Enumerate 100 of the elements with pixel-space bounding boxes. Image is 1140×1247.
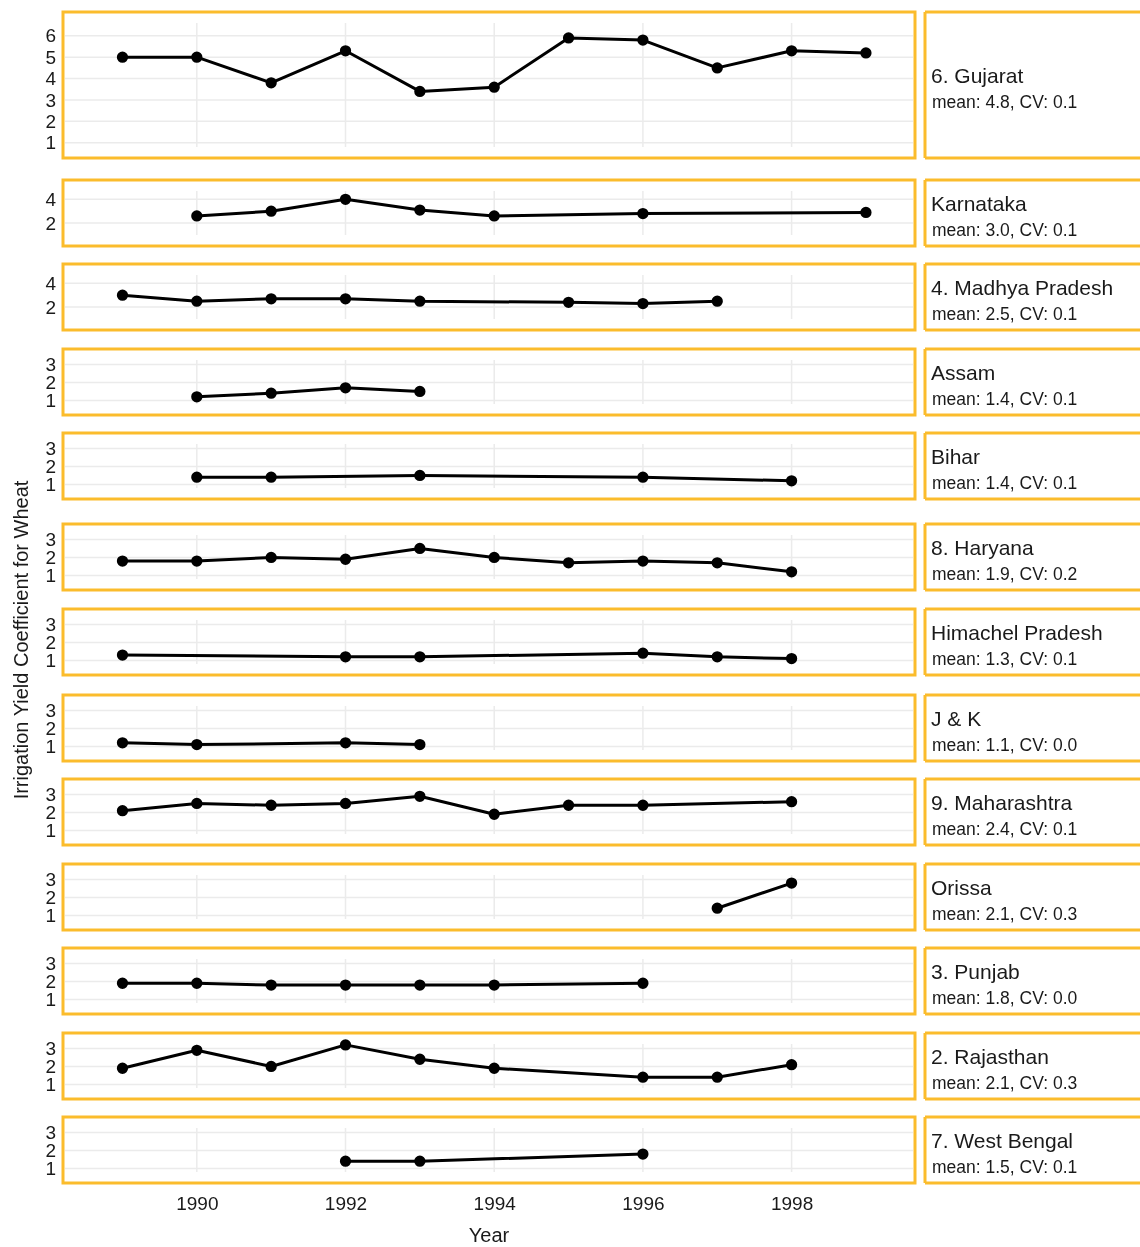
point (116, 1062, 129, 1074)
point (116, 51, 129, 63)
text: mean: 2.4, CV: 0.1 (932, 819, 1078, 839)
point (637, 555, 649, 567)
text: Himachel Pradesh (931, 621, 1103, 644)
y-tick-label: 4 (45, 272, 57, 294)
point (711, 557, 723, 569)
point (191, 555, 203, 567)
y-axis-title: Irrigation Yield Coefficient for Wheat (10, 480, 32, 800)
text: mean: 1.4, CV: 0.1 (932, 473, 1078, 493)
point (414, 542, 426, 555)
point (339, 293, 352, 305)
point (637, 34, 649, 46)
point (339, 193, 352, 205)
point (711, 295, 723, 307)
point (339, 1039, 352, 1051)
point (339, 382, 352, 394)
point (488, 1062, 500, 1074)
point (191, 391, 203, 403)
text: 4. Madhya Pradesh (931, 276, 1114, 299)
text: mean: 3.0, CV: 0.1 (932, 220, 1078, 240)
point (785, 566, 798, 578)
text: 7. West Bengal (931, 1129, 1074, 1152)
point (339, 45, 352, 57)
text: Bihar (931, 445, 981, 468)
text: 3. Punjab (931, 960, 1020, 983)
point (339, 797, 352, 810)
point (116, 555, 129, 567)
point (414, 385, 426, 398)
point (414, 204, 426, 216)
y-tick-label: 6 (45, 25, 56, 47)
point (637, 799, 649, 811)
y-tick-label: 1 (45, 132, 56, 154)
text: mean: 2.1, CV: 0.3 (932, 904, 1078, 924)
point (785, 1059, 798, 1071)
point (414, 85, 426, 98)
point (191, 797, 203, 810)
point (191, 295, 203, 307)
text: Orissa (931, 876, 992, 899)
text: mean: 1.8, CV: 0.0 (932, 988, 1078, 1008)
point (116, 289, 129, 301)
point (265, 387, 277, 399)
point (562, 32, 575, 44)
point (488, 551, 500, 564)
point (637, 1071, 649, 1083)
text: mean: 2.1, CV: 0.3 (932, 1073, 1078, 1093)
point (562, 296, 575, 308)
point (488, 808, 500, 820)
point (191, 51, 203, 63)
text: J & K (931, 707, 982, 730)
point (785, 796, 798, 808)
x-tick-label: 1994 (473, 1193, 517, 1215)
y-tick-label: 4 (45, 68, 57, 90)
point (265, 1060, 277, 1073)
point (265, 293, 277, 305)
point (265, 77, 277, 89)
text: mean: 4.8, CV: 0.1 (932, 92, 1078, 112)
point (191, 210, 203, 222)
point (711, 1071, 723, 1083)
point (265, 205, 277, 217)
x-tick-label: 1990 (176, 1193, 219, 1215)
point (785, 45, 798, 57)
point (339, 553, 352, 565)
text: mean: 1.4, CV: 0.1 (932, 389, 1078, 409)
point (488, 210, 500, 222)
y-tick-label: 2 (45, 212, 56, 234)
x-axis-title: Year (468, 1224, 510, 1246)
text: mean: 1.5, CV: 0.1 (932, 1157, 1078, 1177)
text: Karnataka (931, 192, 1028, 215)
y-tick-label: 3 (45, 89, 56, 111)
point (562, 799, 575, 811)
text: 9. Maharashtra (931, 791, 1073, 814)
point (414, 790, 426, 802)
point (265, 799, 277, 811)
x-tick-label: 1996 (622, 1193, 665, 1215)
y-tick-label: 4 (45, 188, 57, 210)
text: 8. Haryana (931, 536, 1035, 559)
text: mean: 1.9, CV: 0.2 (932, 564, 1078, 584)
text: 6. Gujarat (931, 64, 1024, 87)
point (191, 1044, 203, 1056)
y-tick-label: 5 (45, 46, 56, 68)
y-tick-label: 2 (45, 110, 56, 132)
point (860, 206, 872, 219)
point (711, 62, 723, 74)
text: mean: 1.1, CV: 0.0 (932, 735, 1078, 755)
point (414, 295, 426, 307)
point (637, 207, 649, 220)
y-tick-label: 2 (45, 296, 56, 318)
text: mean: 1.3, CV: 0.1 (932, 649, 1078, 669)
point (116, 805, 129, 817)
point (637, 297, 649, 310)
x-tick-label: 1992 (324, 1193, 368, 1215)
point (414, 1053, 426, 1065)
text: 2. Rajasthan (931, 1045, 1049, 1068)
text: Assam (931, 361, 996, 384)
x-tick-label: 1998 (770, 1193, 814, 1215)
text: mean: 2.5, CV: 0.1 (932, 304, 1078, 324)
point (488, 81, 500, 93)
point (860, 47, 872, 59)
point (265, 551, 277, 564)
